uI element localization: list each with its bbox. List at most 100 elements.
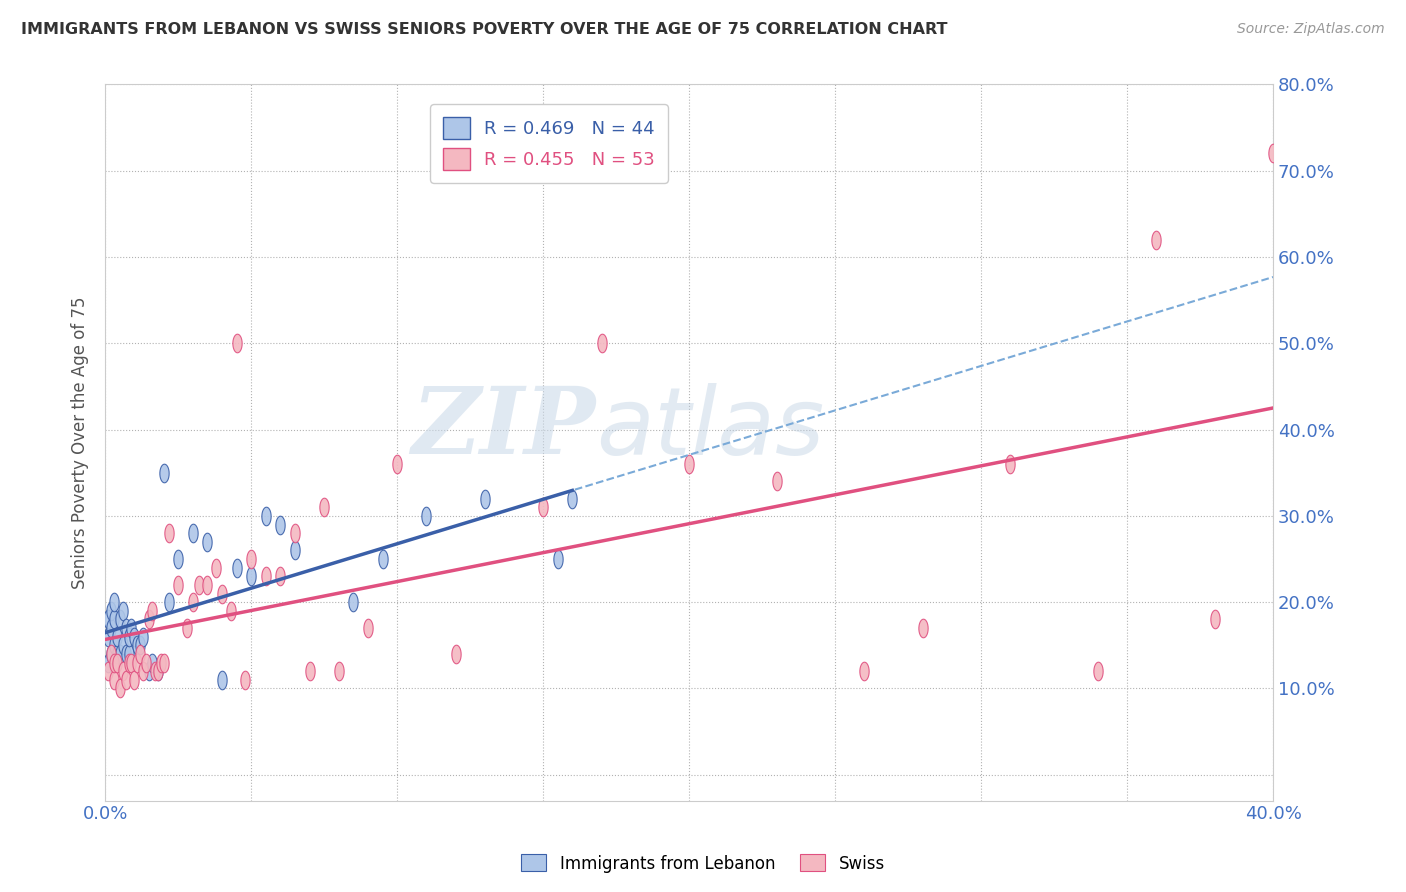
Point xyxy=(149,656,172,670)
Point xyxy=(129,647,152,661)
Y-axis label: Seniors Poverty Over the Age of 75: Seniors Poverty Over the Age of 75 xyxy=(72,296,89,589)
Legend: Immigrants from Lebanon, Swiss: Immigrants from Lebanon, Swiss xyxy=(515,847,891,880)
Point xyxy=(100,621,122,635)
Point xyxy=(547,552,569,566)
Text: Source: ZipAtlas.com: Source: ZipAtlas.com xyxy=(1237,22,1385,37)
Point xyxy=(105,656,128,670)
Point xyxy=(385,457,408,471)
Point xyxy=(97,630,120,644)
Point xyxy=(141,656,163,670)
Point xyxy=(108,612,131,626)
Point xyxy=(1261,146,1284,161)
Point xyxy=(103,612,125,626)
Point xyxy=(114,647,136,661)
Point xyxy=(105,630,128,644)
Point xyxy=(132,664,155,678)
Text: IMMIGRANTS FROM LEBANON VS SWISS SENIORS POVERTY OVER THE AGE OF 75 CORRELATION : IMMIGRANTS FROM LEBANON VS SWISS SENIORS… xyxy=(21,22,948,37)
Point xyxy=(100,647,122,661)
Point xyxy=(97,656,120,670)
Point xyxy=(167,552,190,566)
Point xyxy=(1087,664,1109,678)
Point xyxy=(254,508,277,523)
Point xyxy=(129,638,152,652)
Point xyxy=(853,664,876,678)
Point xyxy=(141,604,163,618)
Point xyxy=(591,336,613,351)
Point xyxy=(132,630,155,644)
Point xyxy=(146,664,169,678)
Point xyxy=(117,656,139,670)
Point xyxy=(103,656,125,670)
Point xyxy=(124,673,146,687)
Point xyxy=(159,526,181,541)
Point xyxy=(176,621,198,635)
Point xyxy=(205,560,228,574)
Point xyxy=(127,638,149,652)
Point xyxy=(108,647,131,661)
Point xyxy=(100,604,122,618)
Point xyxy=(152,656,174,670)
Point xyxy=(415,508,437,523)
Point xyxy=(152,466,174,480)
Point xyxy=(269,569,291,583)
Point xyxy=(108,681,131,696)
Point xyxy=(97,612,120,626)
Point xyxy=(298,664,321,678)
Point xyxy=(225,560,247,574)
Point xyxy=(159,595,181,609)
Point xyxy=(114,621,136,635)
Point xyxy=(474,491,496,506)
Point xyxy=(235,673,257,687)
Point xyxy=(531,500,554,515)
Point xyxy=(211,586,233,600)
Point xyxy=(197,534,219,549)
Point xyxy=(1204,612,1226,626)
Point xyxy=(328,664,350,678)
Point xyxy=(111,638,134,652)
Point xyxy=(678,457,700,471)
Point xyxy=(314,500,336,515)
Point xyxy=(371,552,394,566)
Legend: R = 0.469   N = 44, R = 0.455   N = 53: R = 0.469 N = 44, R = 0.455 N = 53 xyxy=(430,104,668,183)
Point xyxy=(138,612,160,626)
Point xyxy=(181,526,204,541)
Point xyxy=(103,638,125,652)
Point xyxy=(444,647,467,661)
Point xyxy=(284,543,307,558)
Point xyxy=(100,647,122,661)
Point xyxy=(167,578,190,592)
Point xyxy=(269,517,291,532)
Point xyxy=(197,578,219,592)
Point xyxy=(181,595,204,609)
Point xyxy=(97,664,120,678)
Point xyxy=(225,336,247,351)
Point xyxy=(1000,457,1022,471)
Point xyxy=(911,621,934,635)
Point xyxy=(143,664,166,678)
Point xyxy=(146,664,169,678)
Point xyxy=(114,673,136,687)
Point xyxy=(219,604,242,618)
Point xyxy=(117,630,139,644)
Point xyxy=(127,656,149,670)
Point xyxy=(111,664,134,678)
Point xyxy=(284,526,307,541)
Point xyxy=(342,595,364,609)
Point xyxy=(211,673,233,687)
Point xyxy=(103,595,125,609)
Point xyxy=(121,656,143,670)
Point xyxy=(254,569,277,583)
Point xyxy=(240,569,263,583)
Point xyxy=(135,656,157,670)
Text: atlas: atlas xyxy=(596,383,824,474)
Point xyxy=(121,621,143,635)
Point xyxy=(765,475,787,489)
Point xyxy=(240,552,263,566)
Point xyxy=(138,664,160,678)
Text: ZIP: ZIP xyxy=(412,384,596,473)
Point xyxy=(103,673,125,687)
Point xyxy=(187,578,209,592)
Point xyxy=(105,647,128,661)
Point xyxy=(124,630,146,644)
Point xyxy=(117,647,139,661)
